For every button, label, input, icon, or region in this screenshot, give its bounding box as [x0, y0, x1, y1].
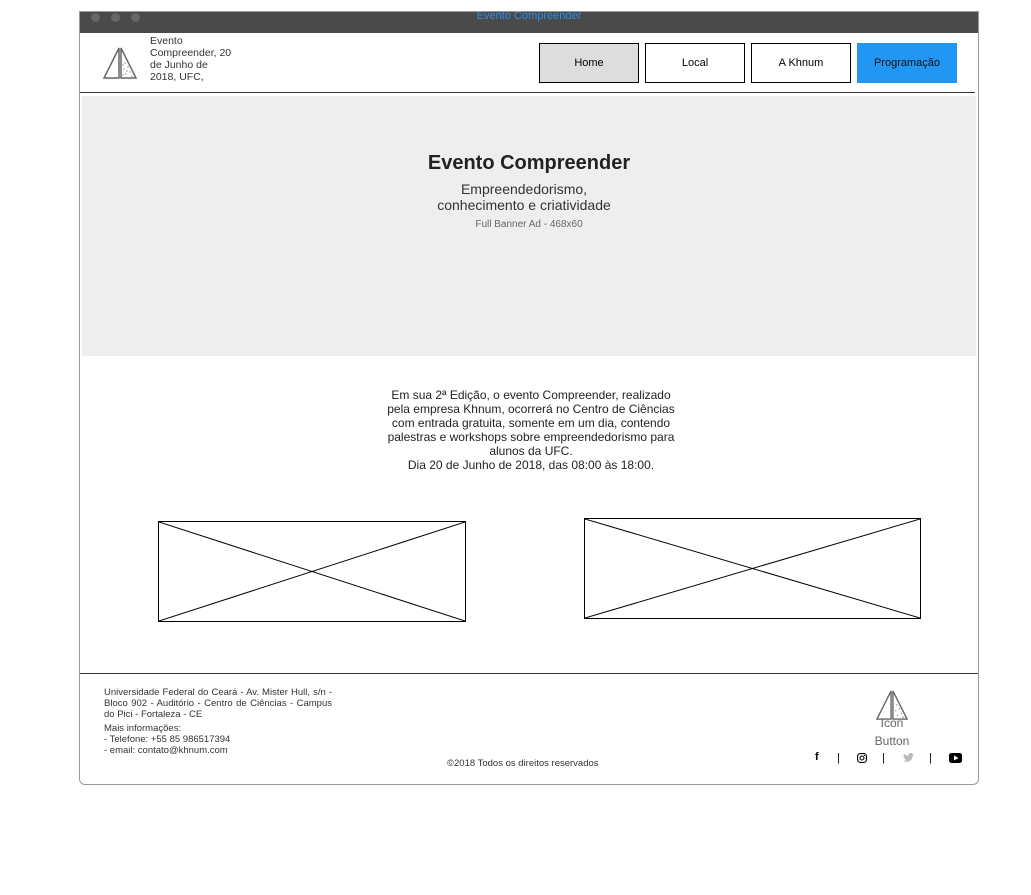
nav-home-button[interactable]: Home	[539, 43, 639, 83]
event-info-line: de Junho de	[150, 59, 208, 71]
youtube-icon[interactable]	[949, 753, 962, 766]
nav-khnum-button[interactable]: A Khnum	[751, 43, 851, 83]
event-description: Em sua 2ª Edição, o evento Compreender, …	[370, 388, 692, 472]
window-maximize-dot[interactable]	[131, 13, 140, 22]
icon-button-label: Button	[874, 734, 910, 748]
twitter-icon[interactable]	[903, 753, 914, 765]
footer-contact-line: Mais informações:	[104, 723, 182, 734]
hero-subtitle-line: conhecimento e criatividade	[437, 197, 611, 213]
browser-window: Evento Compreender Evento Compreender, 2…	[79, 11, 979, 785]
social-separator: |	[929, 752, 932, 764]
event-info-line: Evento	[150, 35, 183, 47]
hero-subtitle: Empreendedorismo, conhecimento e criativ…	[82, 181, 966, 213]
nav-local-button[interactable]: Local	[645, 43, 745, 83]
event-info-line: Compreender, 20	[150, 47, 232, 59]
copyright-text: ©2018 Todos os direitos reservados	[447, 758, 599, 769]
window-close-dot[interactable]	[91, 13, 100, 22]
title-bar: Evento Compreender	[80, 12, 978, 33]
image-placeholder-right	[584, 518, 921, 619]
social-separator: |	[837, 752, 840, 764]
description-line: com entrada gratuita, somente em um dia,…	[391, 416, 671, 430]
banner-ad-label: Full Banner Ad - 468x60	[475, 219, 583, 230]
description-line: alunos da UFC.	[489, 444, 573, 458]
hero-subtitle-line: Empreendedorismo,	[460, 181, 588, 197]
description-line: Em sua 2ª Edição, o evento Compreender, …	[391, 388, 671, 402]
logo-icon	[103, 47, 137, 79]
description-line: palestras e workshops sobre empreendedor…	[387, 430, 675, 444]
description-line: pela empresa Khnum, ocorrerá no Centro d…	[387, 402, 675, 416]
facebook-icon[interactable]: f	[815, 751, 819, 763]
window-minimize-dot[interactable]	[111, 13, 120, 22]
nav-programacao-button[interactable]: Programação	[857, 43, 957, 83]
image-placeholder-left	[158, 521, 466, 622]
event-info: Evento Compreender, 20 de Junho de 2018,…	[150, 35, 240, 83]
event-info-line: 2018, UFC,	[150, 71, 204, 83]
instagram-icon[interactable]	[857, 753, 867, 766]
footer-address: Universidade Federal do Ceará - Av. Mist…	[104, 687, 332, 720]
footer-contact: Mais informações: - Telefone: +55 85 986…	[104, 723, 230, 756]
window-title: Evento Compreender	[476, 11, 582, 22]
header-divider	[80, 92, 975, 93]
logo-icon	[875, 690, 909, 720]
hero-banner: Evento Compreender Empreendedorismo, con…	[82, 96, 976, 356]
icon-button-label: Icon	[880, 716, 904, 730]
footer-icon-button[interactable]: Icon Button	[872, 690, 912, 750]
footer-contact-line: - Telefone: +55 85 986517394	[104, 734, 231, 745]
hero-title: Evento Compreender	[427, 152, 631, 174]
social-separator: |	[882, 752, 885, 764]
footer-divider	[80, 673, 978, 674]
footer-contact-line: - email: contato@khnum.com	[104, 745, 228, 756]
description-line: Dia 20 de Junho de 2018, das 08:00 às 18…	[407, 458, 655, 472]
